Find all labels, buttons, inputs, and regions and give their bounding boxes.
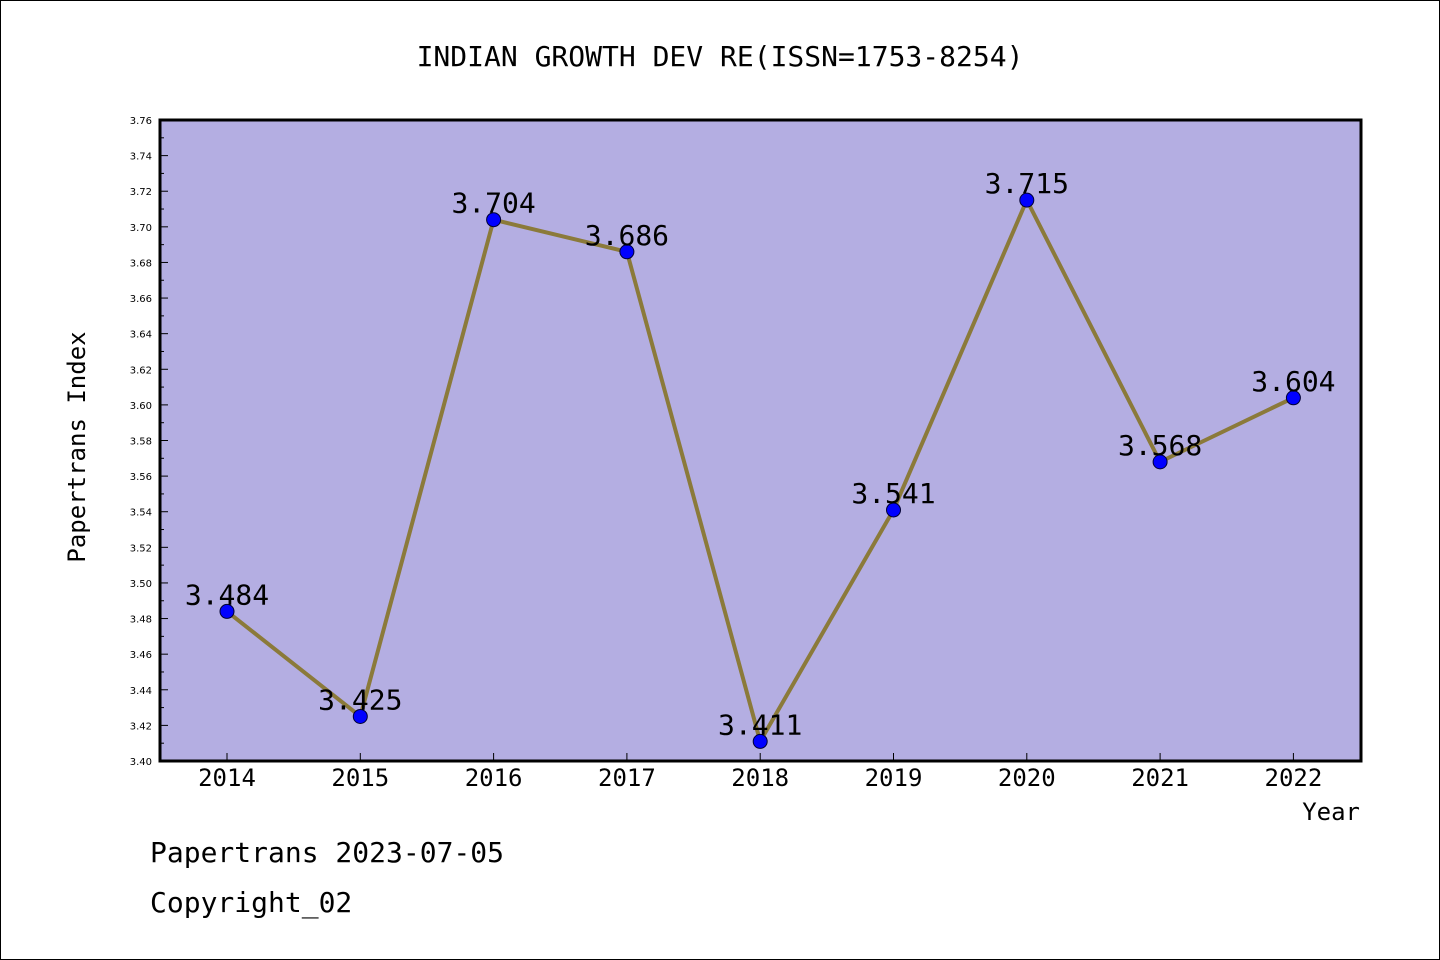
y-tick-label: 3.74 bbox=[130, 152, 152, 163]
x-tick-label: 2015 bbox=[331, 764, 389, 792]
x-tick-label: 2016 bbox=[465, 764, 523, 792]
y-tick-label: 3.42 bbox=[130, 721, 152, 732]
y-tick-label: 3.46 bbox=[130, 650, 152, 661]
data-point-marker bbox=[1285, 390, 1301, 406]
y-tick-label: 3.60 bbox=[130, 401, 152, 412]
x-tick-label: 2019 bbox=[865, 764, 923, 792]
y-axis: 3.40 3.42 3.44 3.46 3.48 3.50 3.52 3.54 3.56 3.58… bbox=[130, 116, 168, 768]
y-tick-label: 3.66 bbox=[130, 294, 152, 305]
data-label: 3.568 bbox=[1118, 429, 1202, 462]
x-axis: 2014 2015 2016 2017 2018 2019 2020 2021 2022 bbox=[198, 753, 1322, 792]
data-point-marker bbox=[1019, 192, 1035, 208]
y-tick-label: 3.72 bbox=[130, 187, 152, 198]
footer-copyright: Copyright_02 bbox=[150, 886, 353, 919]
data-point-marker bbox=[752, 733, 768, 749]
x-tick-label: 2014 bbox=[198, 764, 256, 792]
data-point-marker bbox=[619, 244, 635, 260]
data-label: 3.704 bbox=[451, 187, 535, 220]
data-point-marker bbox=[352, 708, 368, 724]
x-tick-label: 2022 bbox=[1265, 764, 1323, 792]
y-tick-label: 3.76 bbox=[130, 116, 152, 127]
data-point-marker bbox=[1152, 454, 1168, 470]
footer-date: Papertrans 2023-07-05 bbox=[150, 836, 505, 869]
x-axis-label: Year bbox=[1302, 798, 1360, 826]
y-tick-label: 3.54 bbox=[130, 508, 152, 519]
y-tick-label: 3.56 bbox=[130, 472, 152, 483]
data-label: 3.484 bbox=[185, 578, 269, 611]
y-tick-label: 3.70 bbox=[130, 223, 152, 234]
x-tick-label: 2020 bbox=[998, 764, 1056, 792]
y-tick-label: 3.44 bbox=[130, 686, 152, 697]
y-tick-label: 3.52 bbox=[130, 543, 152, 554]
data-label: 3.604 bbox=[1251, 365, 1335, 398]
series-line-group: 3.484 3.425 3.704 3.686 3.411 3.541 3.715 3.568… bbox=[185, 167, 1336, 749]
data-point-marker bbox=[486, 212, 502, 228]
data-label: 3.411 bbox=[718, 708, 802, 741]
data-label: 3.686 bbox=[585, 219, 669, 252]
y-tick-label: 3.50 bbox=[130, 579, 152, 590]
x-tick-label: 2021 bbox=[1131, 764, 1189, 792]
x-tick-label: 2017 bbox=[598, 764, 656, 792]
y-axis-label: Papertrans Index bbox=[63, 331, 91, 562]
chart-title: INDIAN GROWTH DEV RE(ISSN=1753-8254) bbox=[417, 40, 1024, 73]
data-point-marker bbox=[219, 603, 235, 619]
data-label: 3.541 bbox=[851, 477, 935, 510]
x-tick-label: 2018 bbox=[731, 764, 789, 792]
data-point-marker bbox=[886, 502, 901, 518]
data-label: 3.425 bbox=[318, 683, 402, 716]
plot-area bbox=[158, 118, 1363, 763]
data-label: 3.715 bbox=[985, 167, 1069, 200]
y-tick-label: 3.40 bbox=[130, 757, 152, 768]
y-tick-label: 3.64 bbox=[130, 330, 152, 341]
y-tick-label: 3.48 bbox=[130, 615, 152, 626]
y-tick-label: 3.58 bbox=[130, 437, 152, 448]
y-tick-label: 3.62 bbox=[130, 365, 152, 376]
y-tick-label: 3.68 bbox=[130, 258, 152, 269]
